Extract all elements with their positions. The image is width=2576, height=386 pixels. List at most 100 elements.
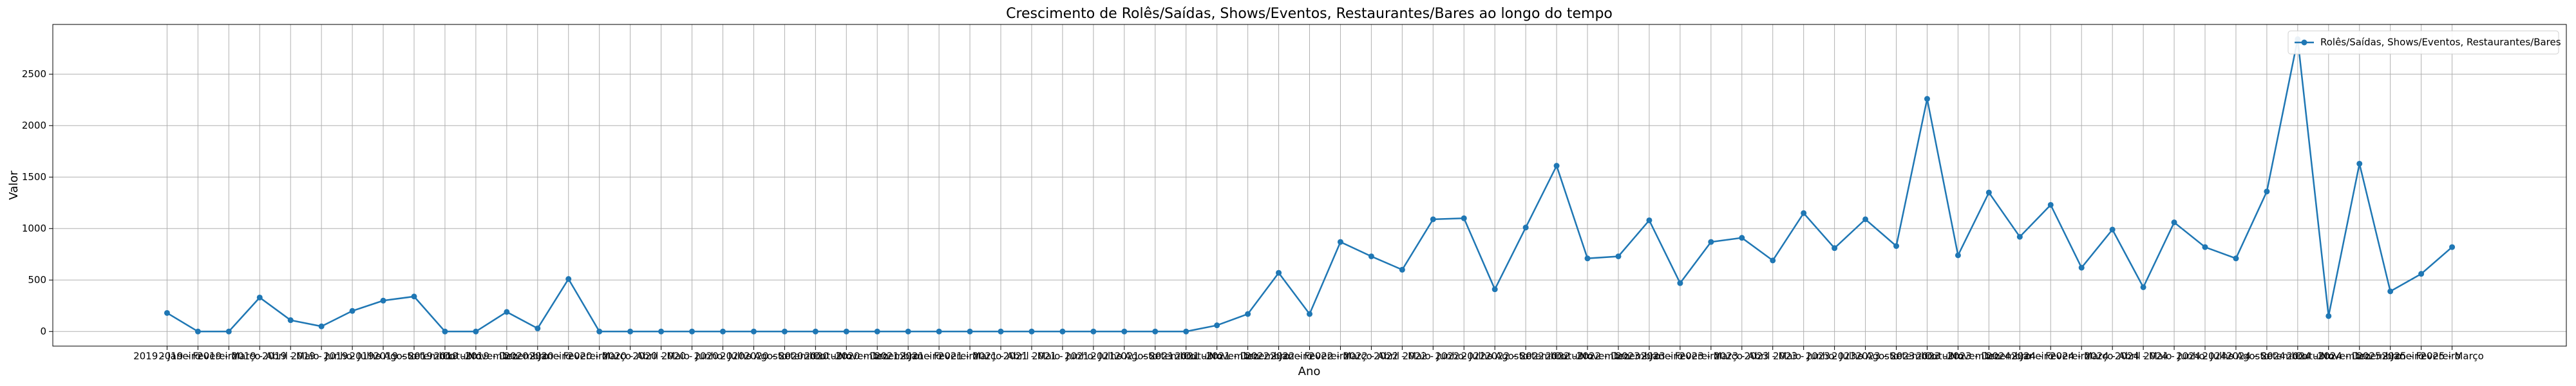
x-tick-label: 2024 - Maio (2115, 351, 2172, 362)
x-tick-label: 2024 - Junho (2143, 351, 2204, 362)
x-tick-label: 2025 - Janeiro (2356, 351, 2424, 362)
x-tick-label: 2022 - Dezembro (1577, 351, 1660, 362)
marker (1245, 311, 1251, 317)
x-tick-label: 2022 - Maio (1374, 351, 1431, 362)
x-tick-label: 2022 - Outubro (1520, 351, 1593, 362)
x-tick-label: 2020 - Dezembro (835, 351, 919, 362)
marker (1801, 210, 1807, 216)
marker (1862, 216, 1869, 223)
x-tick-label: 2021 - Janeiro (875, 351, 942, 362)
marker (2140, 284, 2146, 290)
x-tick-label: 2021 - Julho (1065, 351, 1122, 362)
marker (2047, 201, 2054, 208)
marker (2016, 234, 2023, 240)
x-tick-label: 2021 - Junho (1032, 351, 1093, 362)
marker (2202, 244, 2208, 250)
marker (349, 308, 355, 314)
x-tick-label: 2021 - Outubro (1150, 351, 1223, 362)
marker (936, 328, 942, 335)
marker (2109, 226, 2116, 233)
marker (535, 325, 541, 331)
marker (2325, 313, 2332, 319)
marker (1955, 252, 1961, 259)
marker (1739, 235, 1745, 241)
marker (287, 317, 294, 324)
x-tick-label: 2021 - Novembro (1175, 351, 1259, 362)
x-tick-label: 2020 - Setembro (744, 351, 825, 362)
y-axis-label: Valor (7, 170, 21, 200)
x-tick-label: 2019 - Setembro (374, 351, 455, 362)
marker (2264, 188, 2270, 195)
x-tick-label: 2021 - Setembro (1115, 351, 1196, 362)
x-tick-label: 2021 - Março (938, 351, 1002, 362)
x-tick-label: 2024 - Dezembro (2318, 351, 2401, 362)
marker (565, 276, 572, 282)
x-tick-label: 2020 - Junho (661, 351, 723, 362)
marker (1183, 328, 1189, 335)
x-tick-label: 2020 - Agosto (720, 351, 788, 362)
marker (380, 297, 386, 304)
marker (998, 328, 1004, 335)
marker (1337, 239, 1343, 245)
y-tick-label: 500 (28, 274, 46, 286)
x-axis-label: Ano (1298, 365, 1321, 378)
y-tick-label: 0 (40, 326, 46, 337)
x-tick-label: 2020 - Outubro (779, 351, 852, 362)
x-tick-label: 2020 - Março (567, 351, 631, 362)
legend-marker (2301, 39, 2307, 46)
marker (1522, 225, 1529, 231)
marker (1399, 266, 1405, 273)
marker (1924, 96, 1930, 102)
x-tick-label: 2024 - Julho (2176, 351, 2234, 362)
x-tick-label: 2019 - Fevereiro (158, 351, 238, 362)
marker (874, 328, 880, 335)
x-tick-label: 2024 - Setembro (2226, 351, 2307, 362)
x-tick-label: 2022 - Janeiro (1245, 351, 1312, 362)
x-tick-label: 2023 - Junho (1773, 351, 1834, 362)
marker (689, 328, 696, 335)
chart-title: Crescimento de Rolês/Saídas, Shows/Event… (1006, 6, 1613, 22)
x-tick-label: 2020 - Maio (632, 351, 690, 362)
x-tick-label: 2023 - Novembro (1916, 351, 2000, 362)
marker (442, 328, 448, 335)
x-tick-label: 2020 - Janeiro (504, 351, 571, 362)
x-tick-label: 2022 - Julho (1435, 351, 1493, 362)
marker (256, 294, 263, 300)
marker (1059, 328, 1066, 335)
marker (2387, 288, 2394, 295)
marker (812, 328, 819, 335)
marker (225, 328, 232, 335)
marker (2356, 160, 2363, 167)
x-tick-label: 2023 - Abril (1714, 351, 1770, 362)
marker (2449, 244, 2456, 250)
marker (1307, 311, 1312, 317)
marker (1584, 255, 1591, 262)
marker (658, 328, 665, 335)
marker (2078, 264, 2085, 271)
x-tick-label: 2023 - Fevereiro (1641, 351, 1720, 362)
x-tick-label: 2022 - Fevereiro (1270, 351, 1349, 362)
x-tick-label: 2021 - Agosto (1090, 351, 1158, 362)
x-tick-label: 2021 - Maio (1003, 351, 1061, 362)
x-tick-label: 2023 - Setembro (1855, 351, 1937, 362)
marker (1893, 243, 1900, 249)
marker (1152, 328, 1159, 335)
marker (164, 309, 170, 316)
x-tick-label: 2024 - Novembro (2286, 351, 2371, 362)
marker (1615, 253, 1622, 259)
marker (719, 328, 726, 335)
marker (843, 328, 849, 335)
marker (2233, 255, 2239, 262)
x-tick-label: 2019 - Março (197, 351, 261, 362)
legend-label: Rolês/Saídas, Shows/Eventos, Restaurante… (2320, 37, 2561, 48)
marker (2418, 271, 2425, 277)
marker (411, 293, 417, 300)
marker (781, 328, 788, 335)
marker (1553, 163, 1560, 169)
x-tick-label: 2019 - Dezembro (465, 351, 549, 362)
y-tick-label: 2000 (22, 120, 46, 131)
x-tick-label: 2023 - Maio (1744, 351, 1801, 362)
marker (1276, 270, 1282, 276)
